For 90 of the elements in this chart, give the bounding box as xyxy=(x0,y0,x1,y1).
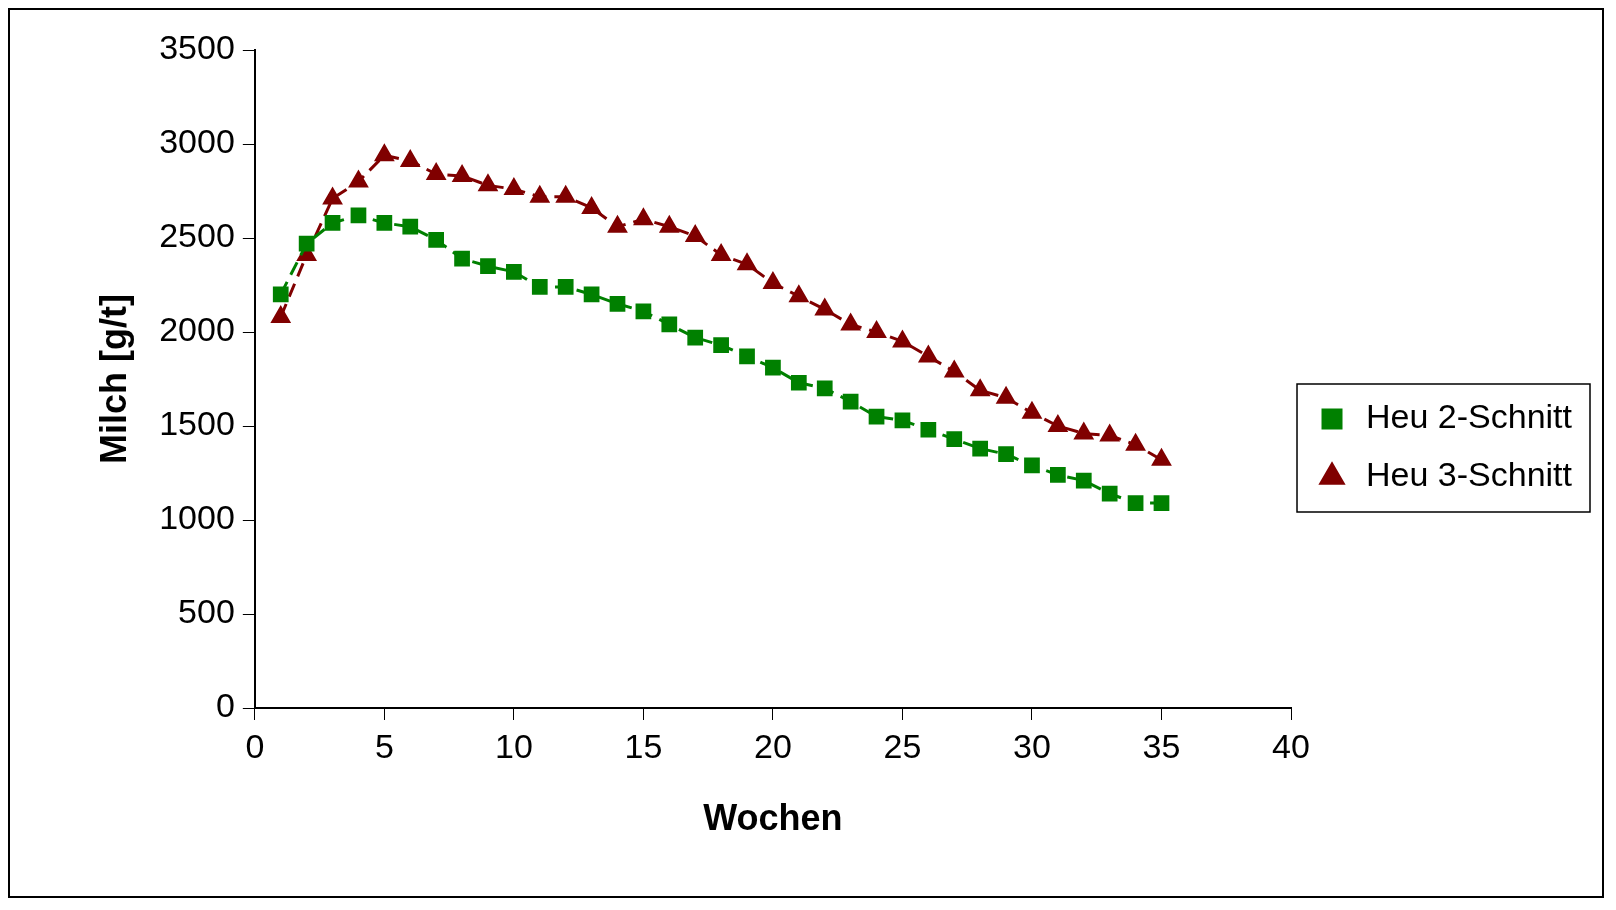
point xyxy=(713,337,729,354)
point xyxy=(1153,495,1170,511)
point xyxy=(685,225,705,243)
y-tick-label: 3000 xyxy=(159,122,235,161)
point xyxy=(272,286,289,303)
y-tick-label: 2000 xyxy=(159,310,235,349)
point xyxy=(323,188,342,205)
point xyxy=(478,174,498,192)
point xyxy=(454,250,470,267)
legend-label: Heu 3-Schnitt xyxy=(1366,455,1573,494)
x-tick-label: 30 xyxy=(1013,726,1051,765)
point xyxy=(1048,415,1068,432)
point xyxy=(426,163,446,181)
point xyxy=(400,150,420,167)
point xyxy=(944,360,964,378)
point xyxy=(790,374,807,391)
point xyxy=(350,207,367,224)
point xyxy=(972,440,989,457)
point xyxy=(557,279,574,295)
x-tick-label: 35 xyxy=(1142,726,1181,765)
point xyxy=(711,244,731,261)
point xyxy=(842,393,859,410)
point xyxy=(1127,495,1144,511)
point xyxy=(1075,472,1092,489)
point xyxy=(763,272,783,290)
point xyxy=(609,295,626,312)
point xyxy=(737,253,757,271)
y-axis-title: Milch [g/t] xyxy=(92,294,134,464)
point xyxy=(946,431,963,448)
point xyxy=(1126,434,1145,451)
x-tick-label: 5 xyxy=(374,726,394,765)
y-tick-label: 1500 xyxy=(159,404,235,443)
point xyxy=(920,421,937,438)
point xyxy=(530,186,550,203)
point xyxy=(894,412,911,429)
point xyxy=(506,263,522,280)
point xyxy=(867,321,886,338)
point xyxy=(531,279,548,295)
y-tick-label: 2500 xyxy=(159,216,235,255)
point xyxy=(661,316,678,333)
x-tick-label: 25 xyxy=(883,726,922,765)
point xyxy=(271,306,291,323)
point xyxy=(349,171,368,188)
point xyxy=(324,215,341,231)
point xyxy=(1152,449,1171,466)
point xyxy=(765,359,781,376)
point xyxy=(375,144,394,162)
x-tick-label: 20 xyxy=(754,726,792,765)
point xyxy=(739,348,755,365)
point xyxy=(998,446,1014,463)
point xyxy=(402,218,419,235)
x-tick-label: 40 xyxy=(1272,726,1310,765)
point xyxy=(480,258,496,275)
point xyxy=(687,329,704,346)
point xyxy=(919,345,938,363)
legend-label: Heu 2-Schnitt xyxy=(1366,397,1573,436)
point xyxy=(634,208,653,226)
point xyxy=(868,408,885,425)
point xyxy=(789,285,809,303)
y-tick-label: 1000 xyxy=(159,498,235,537)
point xyxy=(815,298,835,316)
point xyxy=(635,303,652,320)
point xyxy=(1024,457,1040,474)
x-tick-label: 15 xyxy=(624,726,663,765)
x-axis-title: Wochen xyxy=(703,797,843,839)
point xyxy=(970,379,990,397)
point xyxy=(660,216,679,233)
y-tick-label: 500 xyxy=(178,592,235,631)
point xyxy=(1022,402,1042,419)
point xyxy=(893,330,912,348)
point xyxy=(1074,423,1094,440)
point xyxy=(996,387,1016,404)
point xyxy=(1100,424,1119,442)
y-tick-label: 0 xyxy=(215,686,235,725)
point xyxy=(1050,467,1066,483)
y-tick-label: 3500 xyxy=(159,28,235,67)
point xyxy=(1101,485,1118,502)
x-tick-label: 10 xyxy=(494,726,533,765)
point xyxy=(376,215,393,231)
point xyxy=(504,178,524,196)
point xyxy=(428,232,445,248)
point xyxy=(608,216,627,233)
point xyxy=(816,380,833,397)
point xyxy=(841,313,860,331)
x-tick-label: 0 xyxy=(245,726,265,765)
point xyxy=(298,235,315,252)
point xyxy=(556,186,575,203)
point xyxy=(582,197,601,214)
point xyxy=(583,286,600,303)
point xyxy=(452,165,472,182)
